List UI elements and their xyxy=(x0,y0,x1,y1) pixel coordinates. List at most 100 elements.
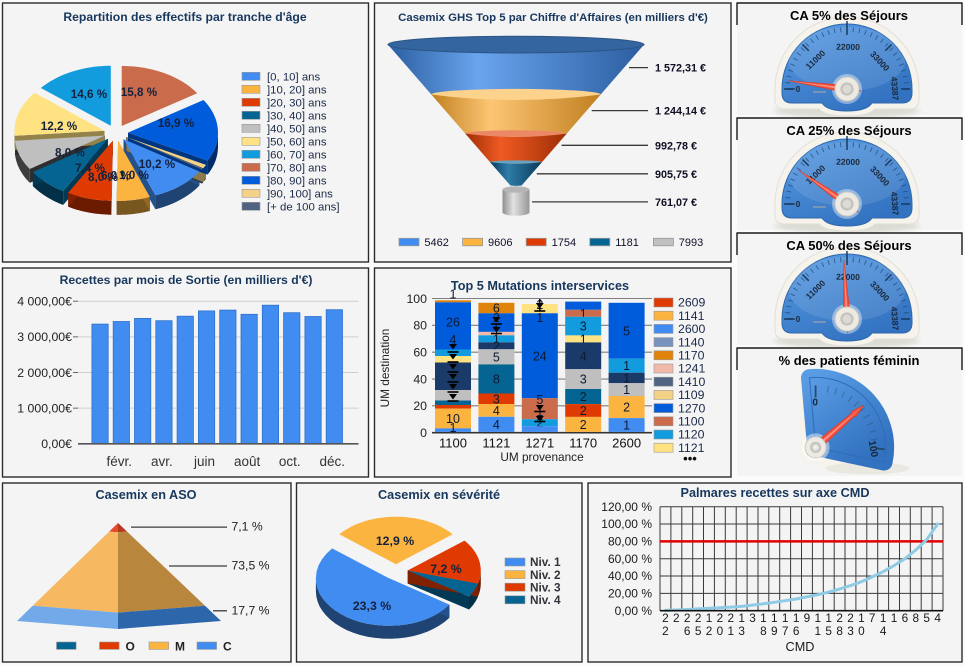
svg-text:avr.: avr. xyxy=(151,454,173,469)
svg-text:Niv. 1: Niv. 1 xyxy=(530,555,561,569)
svg-text:1140: 1140 xyxy=(678,335,705,349)
svg-text:1: 1 xyxy=(825,611,832,625)
svg-text:4 000,00€: 4 000,00€ xyxy=(17,295,72,309)
svg-text:1: 1 xyxy=(536,311,543,325)
svg-text:]50, 60] ans: ]50, 60] ans xyxy=(267,136,327,148)
svg-text:100: 100 xyxy=(866,440,880,459)
svg-text:1 244,14 €: 1 244,14 € xyxy=(655,106,706,118)
svg-text:2609: 2609 xyxy=(678,296,706,310)
svg-text:6: 6 xyxy=(493,302,500,316)
svg-text:2: 2 xyxy=(580,390,587,404)
svg-text:]10, 20] ans: ]10, 20] ans xyxy=(267,84,327,96)
svg-text:100,00 %: 100,00 % xyxy=(601,517,652,531)
svg-text:2: 2 xyxy=(536,416,543,430)
svg-text:16,9 %: 16,9 % xyxy=(158,117,195,130)
svg-text:22000: 22000 xyxy=(836,272,860,282)
svg-text:6: 6 xyxy=(684,624,691,638)
svg-text:3: 3 xyxy=(580,320,587,334)
svg-text:2: 2 xyxy=(695,611,702,625)
svg-text:1109: 1109 xyxy=(678,388,705,402)
svg-text:43387: 43387 xyxy=(889,76,901,101)
svg-text:6: 6 xyxy=(793,624,800,638)
svg-text:761,07 €: 761,07 € xyxy=(655,197,697,209)
svg-text:UM destination: UM destination xyxy=(378,329,392,408)
svg-text:8: 8 xyxy=(493,372,500,386)
svg-text:2: 2 xyxy=(673,611,680,625)
svg-text:% des patients féminin: % des patients féminin xyxy=(779,353,920,368)
svg-text:2: 2 xyxy=(847,611,854,625)
svg-text:5: 5 xyxy=(695,624,702,638)
svg-text:1: 1 xyxy=(858,611,865,625)
svg-text:UM provenance: UM provenance xyxy=(500,450,584,464)
svg-text:3 000,00€: 3 000,00€ xyxy=(17,330,72,344)
svg-text:2: 2 xyxy=(623,401,630,415)
svg-text:1: 1 xyxy=(738,611,745,625)
svg-text:5: 5 xyxy=(493,350,500,364)
svg-text:0: 0 xyxy=(812,397,818,408)
svg-text:4: 4 xyxy=(880,624,887,638)
svg-text:CA 50% des Séjours: CA 50% des Séjours xyxy=(786,238,911,253)
svg-text:14,6 %: 14,6 % xyxy=(71,88,108,101)
svg-text:73,5 %: 73,5 % xyxy=(232,559,270,573)
svg-text:2: 2 xyxy=(684,611,691,625)
svg-text:1121: 1121 xyxy=(482,436,510,451)
svg-text:2: 2 xyxy=(717,611,724,625)
svg-text:2: 2 xyxy=(728,611,735,625)
svg-text:1100: 1100 xyxy=(678,415,705,429)
svg-text:CA 25% des Séjours: CA 25% des Séjours xyxy=(786,123,911,138)
svg-text:•••: ••• xyxy=(683,451,697,466)
svg-text:120,00 %: 120,00 % xyxy=(601,500,652,514)
svg-text:22000: 22000 xyxy=(836,157,860,167)
svg-text:40,00 %: 40,00 % xyxy=(608,569,652,583)
svg-text:M: M xyxy=(175,639,185,653)
svg-text:0,00€: 0,00€ xyxy=(41,437,72,451)
svg-text:CMD: CMD xyxy=(786,640,815,654)
svg-text:1: 1 xyxy=(782,611,789,625)
svg-text:1: 1 xyxy=(880,611,887,625)
svg-text:0: 0 xyxy=(420,426,427,440)
svg-text:9606: 9606 xyxy=(488,237,512,249)
svg-text:2 000,00€: 2 000,00€ xyxy=(17,366,72,380)
svg-text:Top 5 Mutations interservices: Top 5 Mutations interservices xyxy=(451,279,629,293)
svg-text:7993: 7993 xyxy=(679,237,703,249)
svg-text:3: 3 xyxy=(847,624,854,638)
svg-text:15,8 %: 15,8 % xyxy=(121,86,158,99)
svg-text:1: 1 xyxy=(623,419,630,433)
svg-text:1 000,00€: 1 000,00€ xyxy=(17,401,72,415)
svg-text:80,00 %: 80,00 % xyxy=(608,535,652,549)
svg-text:7: 7 xyxy=(782,624,789,638)
svg-text:[0, 10] ans: [0, 10] ans xyxy=(267,71,320,83)
svg-text:5: 5 xyxy=(923,611,930,625)
svg-text:0: 0 xyxy=(717,624,724,638)
svg-text:]60, 70] ans: ]60, 70] ans xyxy=(267,149,327,161)
svg-text:12,2 %: 12,2 % xyxy=(41,120,78,133)
svg-text:1170: 1170 xyxy=(569,436,597,451)
svg-text:5: 5 xyxy=(623,324,630,338)
svg-text:1141: 1141 xyxy=(678,309,705,323)
svg-text:4: 4 xyxy=(493,418,500,432)
svg-text:Casemix GHS Top 5 par Chiffre: Casemix GHS Top 5 par Chiffre d'Affaires… xyxy=(398,12,708,24)
svg-text:5: 5 xyxy=(825,624,832,638)
svg-text:]70, 80] ans: ]70, 80] ans xyxy=(267,162,327,174)
svg-text:1: 1 xyxy=(728,624,735,638)
svg-text:0: 0 xyxy=(796,85,801,94)
svg-text:8,0 %: 8,0 % xyxy=(88,171,118,184)
svg-text:7,2 %: 7,2 % xyxy=(430,562,462,576)
svg-text:1: 1 xyxy=(580,332,587,346)
svg-text:5462: 5462 xyxy=(424,237,448,249)
svg-text:4: 4 xyxy=(450,333,457,347)
svg-text:]40, 50] ans: ]40, 50] ans xyxy=(267,123,327,135)
svg-text:1 572,31 €: 1 572,31 € xyxy=(655,63,706,75)
svg-text:juin: juin xyxy=(193,454,215,469)
svg-text:]20, 30] ans: ]20, 30] ans xyxy=(267,97,327,109)
svg-text:1: 1 xyxy=(891,611,898,625)
svg-text:992,78 €: 992,78 € xyxy=(655,140,697,152)
svg-text:Niv. 4: Niv. 4 xyxy=(530,593,561,607)
svg-text:5: 5 xyxy=(536,393,543,407)
svg-text:O: O xyxy=(126,639,135,653)
svg-text:8: 8 xyxy=(913,611,920,625)
svg-text:3: 3 xyxy=(493,392,500,406)
svg-text:1: 1 xyxy=(706,611,713,625)
svg-text:22000: 22000 xyxy=(836,42,860,52)
svg-text:1: 1 xyxy=(623,371,630,385)
